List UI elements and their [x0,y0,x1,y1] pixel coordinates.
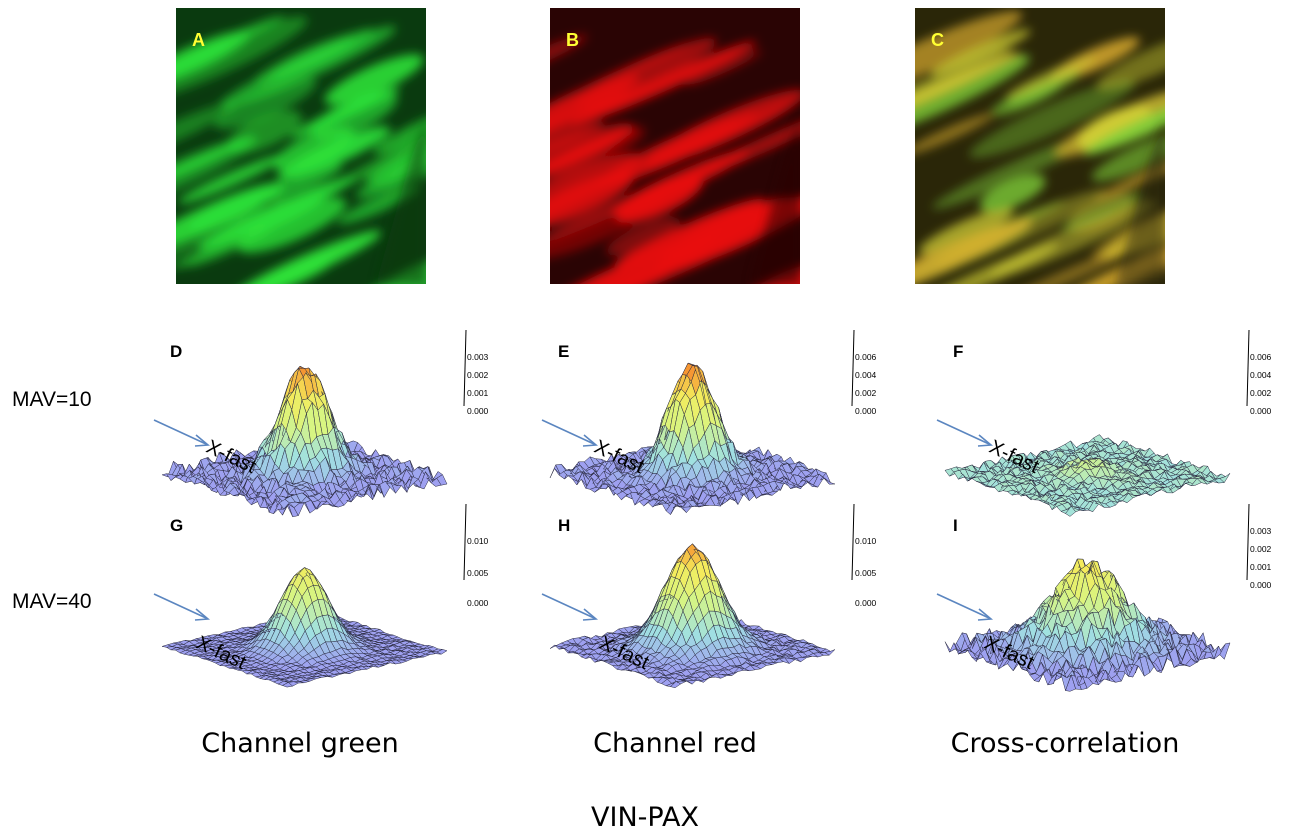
z-tick-label: 0.006 [1250,352,1272,362]
z-tick-label: 0.000 [855,406,877,416]
surface-f [936,329,1250,517]
z-tick-label: 0.002 [855,388,877,398]
z-tick-label: 0.000 [1250,580,1272,590]
panel-letter-a: A [192,30,205,50]
panel-letter-f: F [953,342,964,361]
panel-letter-g: G [170,516,184,535]
row-label-mav40: MAV=40 [12,590,92,613]
column-label-red: Channel red [593,728,757,759]
z-tick-label: 0.001 [1250,562,1272,572]
surface-i [936,503,1250,692]
figure-title: VIN-PAX [591,802,699,833]
row-label-mav10: MAV=10 [12,388,92,411]
z-tick-label: 0.002 [467,370,489,380]
z-tick-label: 0.002 [1250,544,1272,554]
panel-letter-i: I [953,516,958,535]
surface-plot-f: F 0.006 0.004 0.002 0.000 X-fast [925,329,1271,517]
z-tick-label: 0.003 [467,352,489,362]
micrograph-a: A [176,8,426,284]
z-axis-g: 0.010 0.005 0.000 [454,510,514,690]
z-tick-label: 0.010 [855,536,877,546]
z-axis-d: 0.003 0.002 0.001 0.000 [454,336,514,516]
micrograph-b: B [550,8,800,284]
z-tick-label: 0.006 [855,352,877,362]
z-tick-label: 0.000 [467,598,489,608]
z-tick-label: 0.000 [855,598,877,608]
surface-g [153,503,467,688]
column-label-cross: Cross-correlation [950,728,1180,759]
panel-letter-e: E [558,342,570,361]
micrograph-a-image [176,8,426,284]
micrograph-c: C [915,8,1165,284]
z-tick-label: 0.004 [855,370,877,380]
z-tick-label: 0.005 [467,568,489,578]
z-tick-label: 0.001 [467,388,489,398]
panel-letter-c: C [931,30,944,50]
z-tick-label: 0.000 [1250,406,1272,416]
panel-letter-h: H [558,516,571,535]
surface-h [541,503,855,689]
surface-plot-i: I 0.003 0.002 0.001 0.000 X-fast [925,503,1271,692]
z-tick-label: 0.005 [855,568,877,578]
panel-letter-d: D [170,342,183,361]
column-label-green: Channel green [201,728,399,759]
surface-plot-d: D 0.003 0.002 0.001 0.000 X-fast [142,329,488,518]
surface-e [541,329,855,515]
z-axis-f: 0.006 0.004 0.002 0.000 [1237,336,1290,516]
surface-plot-g: G 0.010 0.005 0.000 X-fast [142,503,488,690]
z-axis-e: 0.006 0.004 0.002 0.000 [842,336,902,516]
z-axis-i: 0.003 0.002 0.001 0.000 [1237,510,1290,690]
z-tick-label: 0.002 [1250,388,1272,398]
z-tick-label: 0.000 [467,406,489,416]
surface-d [153,329,467,518]
z-tick-label: 0.004 [1250,370,1272,380]
z-axis-h: 0.010 0.005 0.000 [842,510,902,690]
panel-letter-b: B [566,30,579,50]
z-tick-label: 0.003 [1250,526,1272,536]
micrograph-b-image [550,8,800,284]
surface-plot-h: H 0.010 0.005 0.000 X-fast [530,503,876,690]
surface-plot-e: E 0.006 0.004 0.002 0.000 X-fast [530,329,876,516]
micrograph-c-image [915,8,1165,284]
z-tick-label: 0.010 [467,536,489,546]
